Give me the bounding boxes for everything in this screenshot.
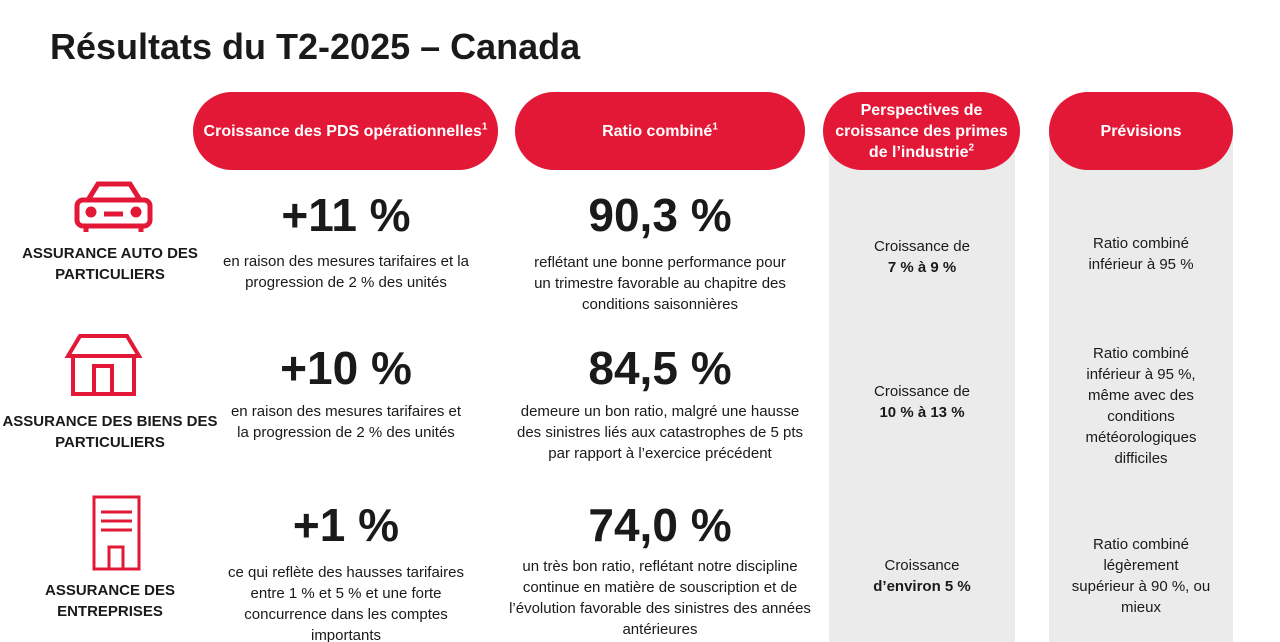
forecast-text-line: Ratio combiné: [1093, 536, 1189, 553]
footnote-mark: 2: [968, 142, 975, 154]
forecast-text-line: Ratio combiné: [1093, 235, 1189, 252]
ratio-text-line: demeure un bon ratio, malgré une hausse: [520, 403, 800, 420]
header-line: Ratio combiné1: [602, 121, 718, 140]
growth-text-line: entre 1 % et 5 % et une forte: [250, 585, 442, 602]
segment-label-line: ENTREPRISES: [57, 603, 163, 620]
ratio-text-line: un trimestre favorable au chapitre des: [534, 275, 786, 292]
ratio-text: reflétant une bonne performance pour un t…: [500, 252, 820, 315]
segment-label: ASSURANCE AUTO DES PARTICULIERS: [0, 243, 220, 285]
growth-text-line: importants: [310, 627, 382, 642]
icons: [64, 181, 153, 571]
ratio-value: 74,0 %: [588, 499, 732, 551]
ratio-text-line: antérieures: [622, 621, 698, 638]
outlook-text: Croissance de 10 % à 13 %: [829, 381, 1015, 423]
forecast-text: Ratio combiné légèrement supérieur à 90 %,…: [1049, 534, 1233, 618]
ratio-text-line: par rapport à l’exercice précédent: [548, 445, 772, 462]
forecast-text-line: météorologiques: [1085, 429, 1197, 446]
forecast-text-line: même avec des: [1088, 387, 1194, 404]
ratio-text-line: un très bon ratio, reflétant notre disci…: [522, 558, 798, 575]
growth-text-line: en raison des mesures tarifaires et: [230, 403, 462, 420]
growth-value: +11 %: [281, 189, 411, 241]
segment-label: ASSURANCE DES ENTREPRISES: [0, 580, 220, 622]
header-line: croissance des primes: [835, 122, 1008, 140]
growth-text-line: progression de 2 % des unités: [245, 274, 447, 291]
ratio-text-line: reflétant une bonne performance pour: [534, 254, 786, 271]
header-text: Prévisions: [1101, 121, 1182, 142]
outlook-text: Croissance d’environ 5 %: [829, 555, 1015, 597]
ratio-value: 84,5 %: [588, 342, 732, 394]
column-header: Perspectives de croissance des primes de l…: [823, 92, 1020, 170]
car-icon: [74, 181, 153, 232]
outlook-background: [829, 130, 1015, 642]
header-line: Prévisions: [1100, 122, 1182, 140]
outlook-text: Croissance de 7 % à 9 %: [829, 236, 1015, 278]
growth-text: en raison des mesures tarifaires et la pr…: [196, 401, 496, 443]
column-header: Prévisions: [1049, 92, 1233, 170]
header-text: Ratio combiné1: [602, 121, 718, 142]
forecast-text-line: Ratio combiné: [1093, 345, 1189, 362]
forecast-text: Ratio combiné inférieur à 95 %, même avec …: [1049, 343, 1233, 469]
segment-label-line: ASSURANCE DES BIENS DES: [2, 413, 218, 430]
outlook-text-line: Croissance de: [874, 238, 970, 255]
forecast-text-line: légèrement: [1103, 557, 1179, 574]
growth-text-line: concurrence dans les comptes: [244, 606, 448, 623]
ratio-text: demeure un bon ratio, malgré une hausse d…: [500, 401, 820, 464]
growth-value: +1 %: [292, 499, 400, 551]
header-line: Perspectives de: [860, 101, 983, 119]
column-header: Croissance des PDS opérationnelles1: [193, 92, 498, 170]
ratio-value: 90,3 %: [588, 189, 732, 241]
forecast-text-line: conditions: [1107, 408, 1175, 425]
title: Résultats du T2-2025 – Canada: [50, 26, 581, 67]
segment-label-line: PARTICULIERS: [55, 434, 165, 451]
outlook-text-line: 7 % à 9 %: [887, 259, 957, 276]
header-line: Croissance des PDS opérationnelles1: [203, 121, 488, 140]
segment-label: ASSURANCE DES BIENS DES PARTICULIERS: [0, 411, 220, 453]
header-line: de l’industrie2: [868, 142, 975, 161]
forecast-text-line: inférieur à 95 %: [1088, 256, 1194, 273]
growth-text-line: la progression de 2 % des unités: [237, 424, 455, 441]
outlook-text-line: Croissance: [884, 557, 960, 574]
footnote-mark: 1: [481, 121, 488, 133]
segment-label-line: PARTICULIERS: [55, 266, 165, 283]
ratio-text-line: conditions saisonnières: [582, 296, 738, 313]
outlook-text-line: Croissance de: [874, 383, 970, 400]
forecast-text: Ratio combiné inférieur à 95 %: [1049, 233, 1233, 275]
column-header: Ratio combiné1: [515, 92, 805, 170]
outlook-text-line: d’environ 5 %: [873, 578, 971, 595]
header-text: Croissance des PDS opérationnelles1: [204, 121, 488, 142]
ratio-text-line: continue en matière de souscription et d…: [522, 579, 798, 596]
segment-label-line: ASSURANCE DES: [44, 582, 176, 599]
forecast-text-line: supérieur à 90 %, ou: [1071, 578, 1211, 595]
growth-text: ce qui reflète des hausses tarifaires ent…: [196, 562, 496, 642]
building-icon: [92, 495, 141, 571]
forecast-text-line: inférieur à 95 %,: [1086, 366, 1196, 383]
growth-text: en raison des mesures tarifaires et la pr…: [196, 251, 496, 293]
ratio-text-line: des sinistres liés aux catastrophes de 5…: [517, 424, 803, 441]
footnote-mark: 1: [712, 121, 718, 133]
growth-text-line: en raison des mesures tarifaires et la: [223, 253, 469, 270]
header-text: Perspectives de croissance des primes de l…: [835, 100, 1008, 163]
forecast-text-line: difficiles: [1114, 450, 1168, 467]
segment-label-line: ASSURANCE AUTO DES: [22, 245, 198, 262]
outlook-text-line: 10 % à 13 %: [879, 404, 965, 421]
house-icon: [64, 334, 143, 396]
forecast-background: [1049, 130, 1233, 642]
forecast-text-line: mieux: [1120, 599, 1161, 616]
ratio-text-line: l’évolution favorable des sinistres des …: [509, 600, 811, 617]
ratio-text: un très bon ratio, reflétant notre disci…: [500, 556, 820, 640]
growth-value: +10 %: [280, 342, 412, 394]
growth-text-line: ce qui reflète des hausses tarifaires: [228, 564, 464, 581]
